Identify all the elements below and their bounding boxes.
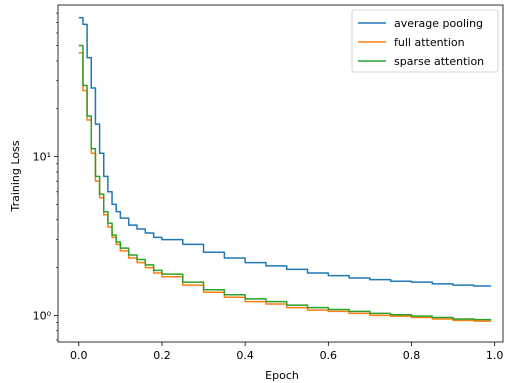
y-tick-label: 10¹	[33, 151, 51, 164]
legend-label-0: average pooling	[394, 17, 483, 30]
y-tick-label: 10⁰	[33, 309, 52, 322]
axes-layer: 0.0 0.2 0.4 0.6 0.8 1.0 10⁰ 10¹	[33, 4, 504, 362]
y-axis-label: Training Loss	[9, 140, 22, 212]
x-tick-label: 0.8	[403, 349, 421, 362]
series-line-2	[78, 44, 492, 321]
legend: average pooling full attention sparse atte…	[351, 9, 499, 73]
x-tick-label: 1.0	[486, 349, 504, 362]
legend-label-2: sparse attention	[394, 55, 484, 68]
plot-layer	[78, 16, 492, 322]
legend-box	[351, 9, 499, 73]
x-tick-label: 0.6	[320, 349, 338, 362]
series-line-0	[78, 16, 492, 287]
x-tick-label: 0.4	[236, 349, 254, 362]
legend-label-1: full attention	[394, 36, 465, 49]
plot-frame	[57, 4, 504, 343]
x-axis-label: Epoch	[265, 369, 299, 382]
x-tick-label: 0.0	[70, 349, 88, 362]
x-tick-label: 0.2	[153, 349, 171, 362]
